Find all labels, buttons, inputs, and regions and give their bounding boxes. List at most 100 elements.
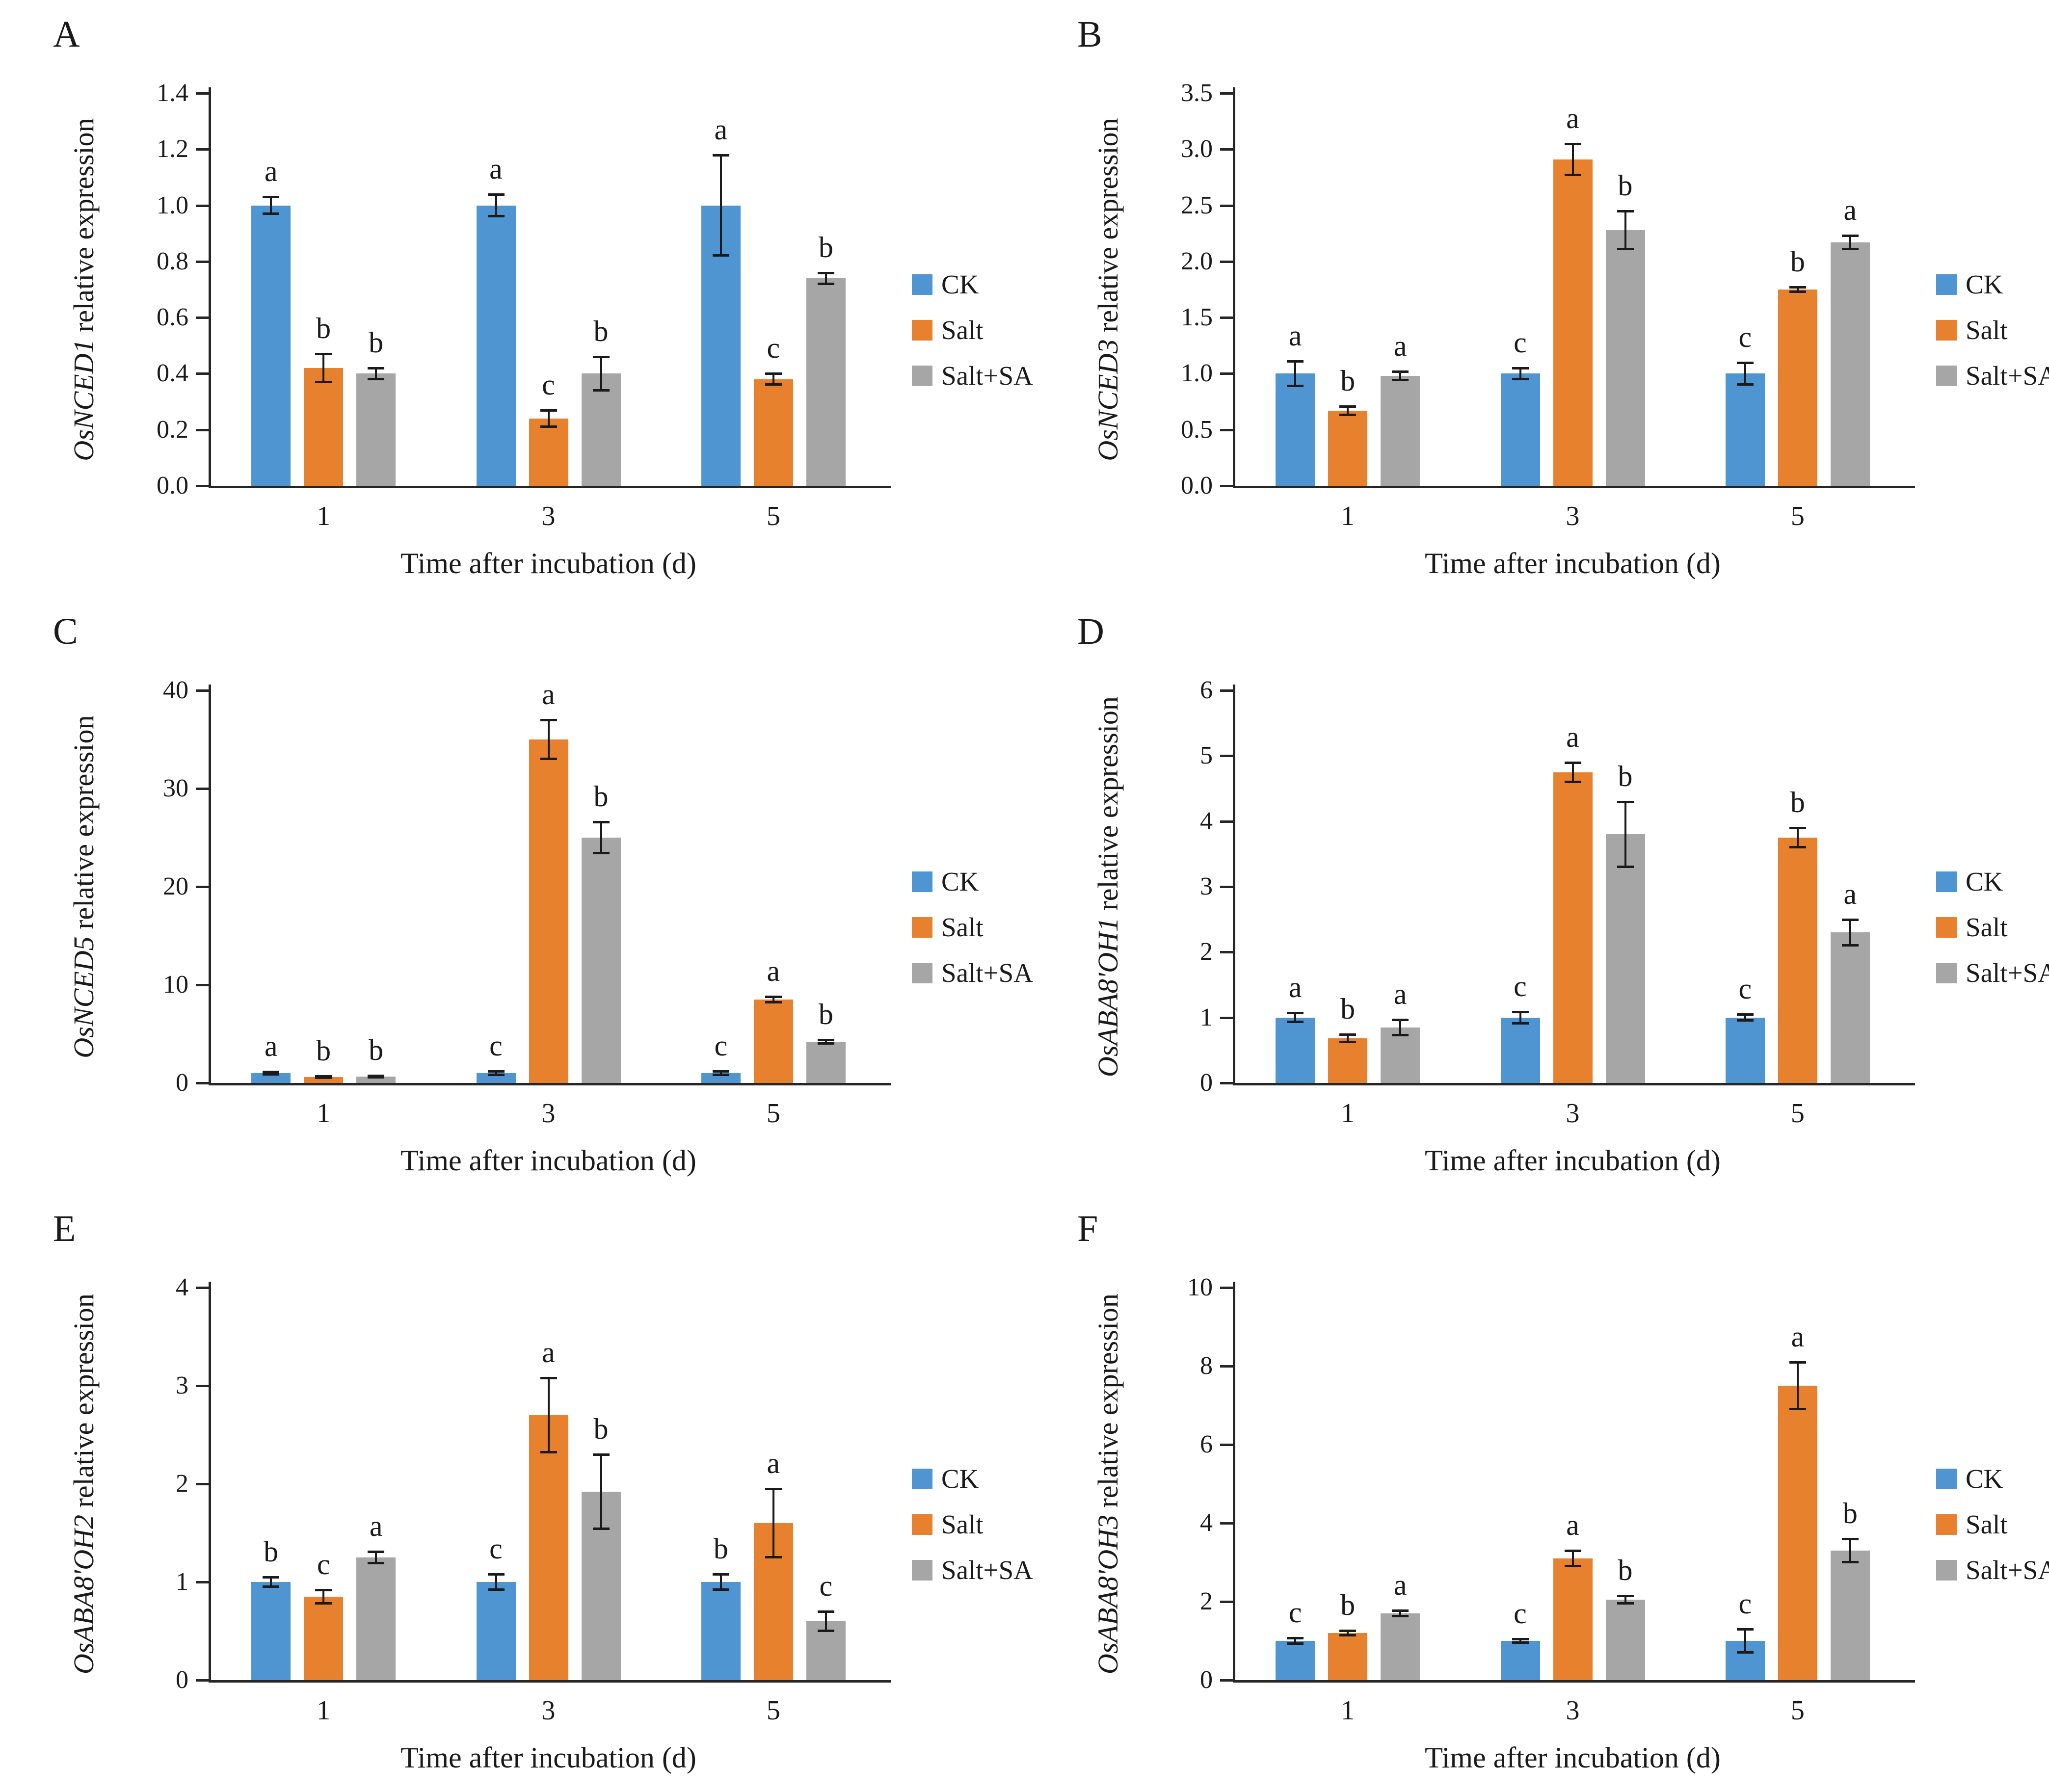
y-axis-title-suffix: relative expression xyxy=(68,118,100,340)
legend-swatch-ck xyxy=(912,1468,932,1489)
x-axis-line xyxy=(209,486,891,488)
error-bar xyxy=(600,1454,602,1529)
y-tick-label: 4 xyxy=(1200,1509,1213,1537)
significance-letter: a xyxy=(1566,102,1579,134)
significance-letter: c xyxy=(767,332,780,365)
y-tick-mark xyxy=(196,984,209,986)
error-bar xyxy=(1796,1362,1799,1409)
error-bar xyxy=(1624,801,1626,867)
bar-salt-day1 xyxy=(1328,1633,1368,1680)
y-tick-label: 1.4 xyxy=(157,79,188,107)
legend-label-salt: Salt xyxy=(941,912,984,942)
legend-label-salt_sa: Salt+SA xyxy=(1966,361,2049,391)
error-bar-cap-top xyxy=(540,1377,557,1379)
legend-label-salt: Salt xyxy=(1966,315,2008,345)
legend-item-salt: Salt xyxy=(1936,1511,2049,1538)
bar-ck-day3 xyxy=(1500,1641,1540,1680)
error-bar-cap-top xyxy=(765,996,782,998)
error-bar-cap-top xyxy=(817,1039,834,1041)
error-bar xyxy=(1571,1551,1574,1566)
bar-salt-day3 xyxy=(1553,159,1593,486)
legend-swatch-ck xyxy=(912,871,932,892)
y-tick-mark xyxy=(1220,1365,1233,1368)
significance-letter: a xyxy=(714,113,728,146)
y-tick-mark xyxy=(1220,1522,1233,1525)
x-tick-label: 3 xyxy=(1566,1695,1580,1726)
error-bar-cap-bottom xyxy=(1736,1019,1754,1022)
bar-salt_sa-day1 xyxy=(356,1077,396,1083)
significance-letter: a xyxy=(264,1030,278,1062)
x-tick-label: 3 xyxy=(541,1695,556,1726)
error-bar-cap-bottom xyxy=(487,1074,505,1076)
error-bar xyxy=(1347,406,1349,415)
y-tick-label: 0.6 xyxy=(157,303,188,332)
error-bar xyxy=(1347,1631,1349,1635)
error-bar-cap-bottom xyxy=(1339,1634,1357,1636)
error-bar-cap-top xyxy=(1841,1538,1859,1540)
y-tick-mark xyxy=(1220,204,1233,207)
significance-letter: b xyxy=(1790,786,1805,818)
error-bar xyxy=(1347,1034,1349,1043)
error-bar-cap-top xyxy=(1841,235,1859,237)
panel-E: E OsABA8'OH2 relative expression 0 1 2 3 4 1 b c a… xyxy=(0,1194,1033,1792)
legend: CK Salt Salt+SA xyxy=(912,271,1033,408)
significance-letter: c xyxy=(819,1570,833,1602)
significance-letter: a xyxy=(1843,194,1857,227)
error-bar-cap-top xyxy=(1339,1033,1357,1036)
significance-letter: c xyxy=(1514,1597,1527,1630)
error-bar xyxy=(1849,919,1851,946)
y-tick-mark xyxy=(1220,260,1233,263)
x-axis-title: Time after incubation (d) xyxy=(400,1741,696,1774)
bar-ck-day1 xyxy=(1276,1017,1315,1083)
error-bar xyxy=(1294,1013,1297,1022)
panel-letter: F xyxy=(1077,1208,1098,1249)
panel-C: C OsNCED5 relative expression 0 10 20 30 40 1 a b… xyxy=(0,597,1033,1194)
legend-label-ck: CK xyxy=(1966,269,2003,299)
y-axis-title: OsNCED1 relative expression xyxy=(68,93,101,486)
error-bar-cap-top xyxy=(765,1488,782,1490)
x-axis-line xyxy=(1233,1083,1915,1085)
legend-swatch-salt_sa xyxy=(1936,962,1957,983)
x-tick-label: 1 xyxy=(317,1695,331,1726)
bar-salt_sa-day5 xyxy=(1830,932,1870,1083)
error-bar-cap-bottom xyxy=(1617,1602,1634,1605)
error-bar-cap-bottom xyxy=(1564,173,1581,176)
significance-letter: b xyxy=(593,780,609,813)
error-bar xyxy=(1294,361,1297,386)
legend-label-salt_sa: Salt+SA xyxy=(941,1555,1033,1585)
error-bar-cap-top xyxy=(1789,1361,1806,1364)
significance-letter: a xyxy=(264,155,278,188)
bar-salt-day3 xyxy=(529,418,568,486)
legend-swatch-ck xyxy=(1936,1468,1957,1489)
significance-letter: b xyxy=(316,1034,331,1067)
error-bar-cap-top xyxy=(487,1070,505,1073)
error-bar-cap-top xyxy=(315,1075,332,1078)
x-axis-title: Time after incubation (d) xyxy=(1425,547,1721,580)
legend-item-ck: CK xyxy=(1936,1465,2049,1492)
y-tick-label: 40 xyxy=(163,676,188,704)
significance-letter: a xyxy=(489,152,503,185)
y-axis-line xyxy=(209,87,211,488)
significance-letter: b xyxy=(316,312,331,345)
error-bar xyxy=(600,357,602,391)
legend: CK Salt Salt+SA xyxy=(912,1465,1033,1602)
x-tick-label: 1 xyxy=(1341,501,1355,531)
bar-ck-day3 xyxy=(476,205,516,486)
error-bar-cap-top xyxy=(1392,370,1409,373)
x-axis-title: Time after incubation (d) xyxy=(1425,1144,1721,1177)
error-bar-cap-bottom xyxy=(765,383,782,386)
significance-letter: b xyxy=(369,326,384,359)
error-bar xyxy=(719,1071,722,1075)
error-bar-cap-bottom xyxy=(1736,383,1754,386)
significance-letter: a xyxy=(1791,1320,1805,1353)
error-bar xyxy=(1849,236,1851,249)
legend-swatch-ck xyxy=(1936,274,1957,295)
significance-letter: b xyxy=(369,1034,384,1066)
error-bar-cap-bottom xyxy=(592,389,610,392)
y-tick-mark xyxy=(196,1581,209,1583)
y-tick-mark xyxy=(1220,1444,1233,1446)
error-bar-cap-bottom xyxy=(1339,1041,1357,1044)
y-tick-mark xyxy=(196,1679,209,1682)
x-tick-label: 1 xyxy=(317,1098,331,1129)
error-bar-cap-bottom xyxy=(315,1602,332,1605)
